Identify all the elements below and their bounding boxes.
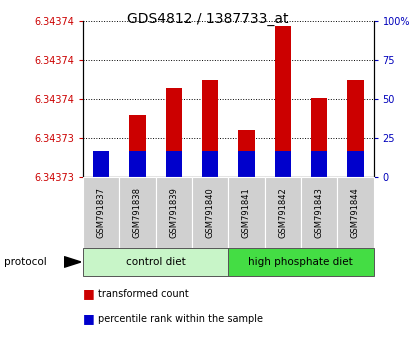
- Bar: [129, 115, 146, 177]
- Bar: [337, 177, 374, 248]
- Bar: [192, 177, 228, 248]
- Text: GSM791837: GSM791837: [97, 187, 106, 238]
- Bar: [202, 150, 218, 177]
- Bar: [93, 150, 109, 177]
- Bar: [156, 177, 192, 248]
- Text: GSM791840: GSM791840: [205, 187, 215, 238]
- Text: GDS4812 / 1387733_at: GDS4812 / 1387733_at: [127, 12, 288, 27]
- Bar: [120, 177, 156, 248]
- Bar: [311, 98, 327, 177]
- Bar: [347, 80, 364, 177]
- Text: ■: ■: [83, 312, 95, 325]
- Bar: [265, 177, 301, 248]
- Bar: [202, 80, 218, 177]
- Text: GSM791842: GSM791842: [278, 187, 287, 238]
- Text: protocol: protocol: [4, 257, 47, 267]
- Bar: [228, 248, 374, 276]
- Text: high phosphate diet: high phosphate diet: [249, 257, 353, 267]
- Bar: [238, 150, 254, 177]
- Bar: [129, 150, 146, 177]
- Text: transformed count: transformed count: [98, 289, 188, 299]
- Text: control diet: control diet: [126, 257, 186, 267]
- Bar: [93, 172, 109, 177]
- Text: GSM791843: GSM791843: [315, 187, 324, 238]
- Bar: [311, 150, 327, 177]
- Polygon shape: [64, 257, 81, 267]
- Bar: [238, 130, 254, 177]
- Bar: [83, 177, 120, 248]
- Text: GSM791838: GSM791838: [133, 187, 142, 238]
- Bar: [228, 177, 265, 248]
- Text: GSM791841: GSM791841: [242, 187, 251, 238]
- Text: ■: ■: [83, 287, 95, 300]
- Bar: [275, 26, 291, 177]
- Bar: [347, 150, 364, 177]
- Text: GSM791839: GSM791839: [169, 187, 178, 238]
- Bar: [166, 88, 182, 177]
- Bar: [166, 150, 182, 177]
- Text: GSM791844: GSM791844: [351, 187, 360, 238]
- Bar: [83, 248, 228, 276]
- Bar: [275, 150, 291, 177]
- Text: percentile rank within the sample: percentile rank within the sample: [98, 314, 263, 324]
- Bar: [301, 177, 337, 248]
